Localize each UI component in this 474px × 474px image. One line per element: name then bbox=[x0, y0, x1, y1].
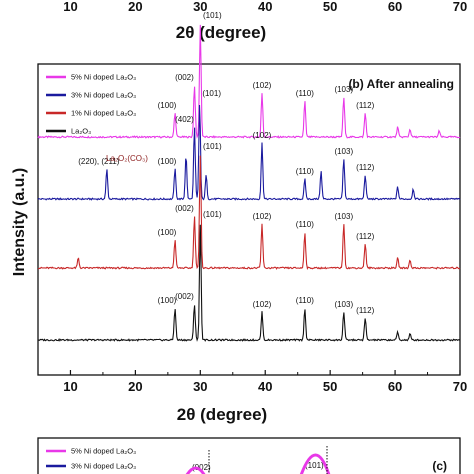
peak-label: (402) bbox=[175, 115, 194, 124]
panel-c-peak-002: (002) bbox=[192, 463, 211, 472]
panel-b-y-axis-title: Intensity (a.u.) bbox=[11, 168, 28, 276]
top-x-tick-label: 70 bbox=[453, 0, 467, 14]
peak-label: (220), (211) bbox=[78, 157, 120, 166]
x-tick-label: 20 bbox=[128, 379, 142, 394]
legend-label: 3% Ni doped La₂O₃ bbox=[71, 462, 136, 471]
x-tick-label: 40 bbox=[258, 379, 272, 394]
panel-c-frame bbox=[37, 437, 461, 474]
peak-label: (101) bbox=[203, 11, 222, 20]
panel-b-peak-labels: (100)(002)(101)(102)(110) (103)(112)(220)… bbox=[78, 11, 374, 315]
panel-b-frame bbox=[37, 63, 461, 376]
top-x-tick-label: 60 bbox=[388, 0, 402, 14]
peak-label: (112) bbox=[356, 101, 374, 110]
peak-label: (100) bbox=[158, 157, 177, 166]
panel-c-curve-002 bbox=[185, 466, 206, 474]
legend-label: 5% Ni doped La₂O₃ bbox=[71, 73, 136, 82]
peak-label: (102) bbox=[253, 212, 272, 221]
peak-label: (002) bbox=[175, 292, 194, 301]
peak-label: (112) bbox=[356, 163, 374, 172]
peak-label: (102) bbox=[253, 131, 272, 140]
x-tick-label: 30 bbox=[193, 379, 207, 394]
peak-label: (110) bbox=[296, 296, 314, 305]
legend-label: 1% Ni doped La₂O₃ bbox=[71, 109, 136, 118]
series-trace bbox=[37, 155, 461, 271]
top-x-axis-title: 2θ (degree) bbox=[176, 23, 266, 42]
x-tick-label: 10 bbox=[63, 379, 77, 394]
peak-label: (110) bbox=[296, 89, 314, 98]
peak-label: (103) bbox=[334, 147, 353, 156]
panel-b-label: (b) After annealing bbox=[348, 77, 454, 91]
top-x-tick-label: 10 bbox=[63, 0, 77, 14]
peak-label: (110) bbox=[296, 167, 314, 176]
panel-b-x-axis: 10 20 30 40 50 60 70 bbox=[37, 370, 467, 394]
peak-label: (100) bbox=[158, 101, 177, 110]
panel-b: (b) After annealing 5% Ni doped La₂O₃ 3% … bbox=[11, 11, 467, 424]
peak-label: (100) bbox=[158, 228, 177, 237]
top-x-tick-label: 20 bbox=[128, 0, 142, 14]
peak-label: (103) bbox=[334, 212, 353, 221]
peak-label: (101) bbox=[203, 210, 222, 219]
x-tick-label: 50 bbox=[323, 379, 337, 394]
panel-c-label: (c) bbox=[432, 459, 447, 473]
series-trace bbox=[37, 224, 461, 342]
panel-b-legend: 5% Ni doped La₂O₃ 3% Ni doped La₂O₃ 1% Ni … bbox=[46, 73, 136, 136]
top-x-tick-label: 40 bbox=[258, 0, 272, 14]
panel-c-peak-101: (101) bbox=[305, 461, 324, 470]
peak-label: (103) bbox=[334, 300, 353, 309]
peak-label: (002) bbox=[175, 204, 194, 213]
peak-label: (101) bbox=[203, 142, 222, 151]
peak-label: (002) bbox=[175, 73, 194, 82]
peak-label: (100) bbox=[158, 296, 177, 305]
peak-label: (103) bbox=[334, 85, 353, 94]
peak-label: (112) bbox=[356, 232, 374, 241]
legend-label: La₂O₃ bbox=[71, 127, 91, 136]
panel-b-series bbox=[37, 24, 461, 342]
peak-label: (110) bbox=[296, 220, 314, 229]
peak-label: (112) bbox=[356, 306, 374, 315]
impurity-annotation: La₂O₂(CO₃) bbox=[106, 154, 148, 163]
top-x-ticks: 10 20 30 40 50 60 70 bbox=[63, 0, 467, 14]
panel-b-x-axis-title: 2θ (degree) bbox=[177, 405, 267, 424]
top-x-tick-label: 50 bbox=[323, 0, 337, 14]
x-tick-label: 60 bbox=[388, 379, 402, 394]
series-trace bbox=[37, 24, 461, 139]
peak-label: (102) bbox=[253, 81, 272, 90]
legend-label: 3% Ni doped La₂O₃ bbox=[71, 91, 136, 100]
x-tick-label: 70 bbox=[453, 379, 467, 394]
peak-label: (101) bbox=[202, 89, 221, 98]
series-trace bbox=[37, 104, 461, 201]
top-fragment: 10 20 30 40 50 60 70 2θ (degree) bbox=[63, 0, 467, 42]
top-x-tick-label: 30 bbox=[193, 0, 207, 14]
peak-label: (102) bbox=[253, 300, 272, 309]
legend-label: 5% Ni doped La₂O₃ bbox=[71, 447, 136, 456]
